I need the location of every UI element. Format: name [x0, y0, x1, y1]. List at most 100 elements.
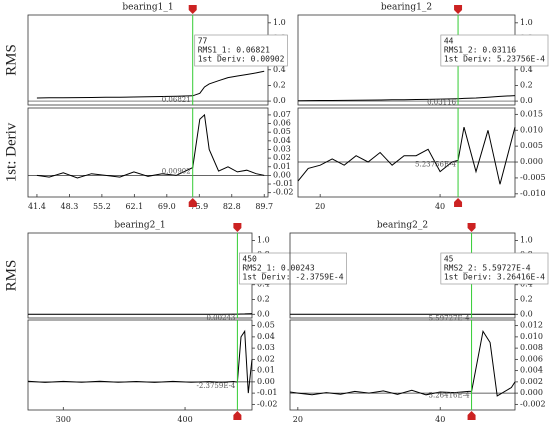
data-line	[28, 313, 253, 315]
x-tick-label: 300	[56, 415, 71, 424]
y-axis-label: 1st: Deriv	[3, 122, 19, 182]
y-tick-label: 0.02	[257, 354, 275, 363]
y-tick-label: 0.0	[520, 309, 533, 318]
cursor-value: -2.3759E-4	[196, 382, 235, 390]
tooltip-line: RMS2_2: 5.59727E-4	[444, 264, 531, 273]
plot-frame	[297, 107, 516, 198]
cursor-value: 0.00243	[206, 314, 235, 322]
y-tick-label: 0.07	[273, 110, 291, 119]
y-tick-label: 0.005	[520, 141, 543, 150]
tooltip-box	[440, 252, 549, 285]
x-tick-label: 48.3	[61, 202, 79, 211]
y-tick-label: 0.0	[257, 309, 270, 318]
cursor-value: 5.59727E-4	[429, 314, 471, 322]
tooltip-box	[194, 34, 288, 67]
tooltip-line: 1st Deriv: 3.26416E-4	[444, 273, 545, 282]
x-tick-label: 40	[435, 202, 445, 211]
plot-frame	[27, 319, 253, 411]
tooltip-line: 44	[444, 37, 454, 46]
plot-frame	[27, 107, 269, 198]
plot-frame	[289, 319, 516, 411]
data-line	[36, 70, 265, 99]
x-tick-label: 41.4	[28, 202, 46, 211]
x-tick-label: 69.0	[158, 202, 176, 211]
cursor-value: 0.06821	[162, 96, 191, 104]
data-line	[289, 329, 516, 397]
cursor-marker	[188, 5, 197, 14]
y-tick-label: 0.006	[520, 354, 543, 363]
y-tick-label: -0.002	[520, 399, 546, 408]
x-tick-label: 89.7	[255, 202, 273, 211]
y-tick-label: 0.2	[520, 80, 533, 89]
y-tick-label: 0.04	[273, 136, 291, 145]
chart-title: bearing1_1	[122, 3, 173, 13]
y-tick-label: 0.002	[520, 377, 543, 386]
cursor-value: 5.23756E-4	[415, 160, 457, 168]
tooltip-line: 1st Deriv: -2.3759E-4	[242, 273, 343, 282]
chart-title: bearing2_2	[377, 221, 428, 231]
x-tick-label: 20	[293, 415, 303, 424]
y-tick-label: 0.02	[273, 153, 291, 162]
x-tick-label: 55.2	[93, 202, 111, 211]
y-axis-label: RMS	[3, 44, 19, 76]
y-tick-label: 0.06	[273, 119, 291, 128]
tooltip-line: 1st Deriv: 0.00902	[198, 55, 285, 64]
y-tick-label: -0.01	[257, 388, 278, 397]
y-axis-label: RMS	[3, 260, 19, 292]
y-tick-label: 0.0	[273, 96, 286, 105]
y-tick-label: 0.01	[273, 162, 291, 171]
y-tick-label: 0.4	[273, 65, 286, 74]
data-line	[297, 126, 516, 185]
y-tick-label: 0.03	[273, 144, 291, 153]
data-line	[297, 95, 516, 102]
cursor-marker	[233, 411, 242, 420]
y-tick-label: -0.01	[273, 179, 294, 188]
cursor-marker	[467, 223, 476, 232]
data-line	[36, 113, 265, 179]
tooltip-line: RMS2_1: 0.00243	[242, 264, 314, 273]
chart-title: bearing2_1	[114, 221, 165, 231]
y-tick-label: 0.01	[257, 366, 275, 375]
cursor-marker	[454, 5, 463, 14]
y-tick-label: 0.008	[520, 343, 543, 352]
x-tick-label: 82.8	[223, 202, 241, 211]
y-tick-label: 0.000	[520, 157, 543, 166]
y-tick-label: 0.2	[273, 80, 286, 89]
y-tick-label: 1.0	[257, 235, 270, 244]
tooltip-line: 450	[242, 255, 257, 264]
y-tick-label: -0.010	[520, 189, 546, 198]
y-tick-label: 1.0	[273, 18, 286, 27]
y-tick-label: 0.2	[520, 295, 533, 304]
tooltip-line: 1st Deriv: 5.23756E-4	[444, 55, 545, 64]
tooltip-box	[440, 34, 549, 67]
y-tick-label: 0.00	[257, 377, 275, 386]
x-tick-label: 75.9	[190, 202, 208, 211]
x-tick-label: 62.1	[125, 202, 143, 211]
data-line	[27, 329, 253, 394]
y-tick-label: 0.004	[520, 366, 543, 375]
y-tick-label: 0.04	[257, 332, 275, 341]
y-tick-label: 0.05	[257, 321, 275, 330]
y-tick-label: 0.0	[520, 96, 533, 105]
y-tick-label: 0.015	[520, 109, 543, 118]
x-tick-label: 400	[177, 415, 192, 424]
y-tick-label: 0.000	[520, 388, 543, 397]
y-tick-label: 0.010	[520, 125, 543, 134]
chart-title: bearing1_2	[381, 3, 432, 13]
cursor-marker	[467, 411, 476, 420]
y-tick-label: 0.2	[257, 295, 270, 304]
tooltip-line: RMS1_1: 0.06821	[198, 46, 270, 55]
cursor-marker	[233, 223, 242, 232]
y-tick-label: 0.010	[520, 332, 543, 341]
y-tick-label: 0.4	[520, 65, 533, 74]
cursor-value: 3.26416E-4	[429, 391, 471, 399]
tooltip-line: 45	[444, 255, 454, 264]
tooltip-line: RMS1_2: 0.03116	[444, 46, 516, 55]
cursor-value: 0.00902	[162, 168, 191, 176]
cursor-value: 0.03116	[427, 99, 456, 107]
cursor-marker	[188, 198, 197, 207]
